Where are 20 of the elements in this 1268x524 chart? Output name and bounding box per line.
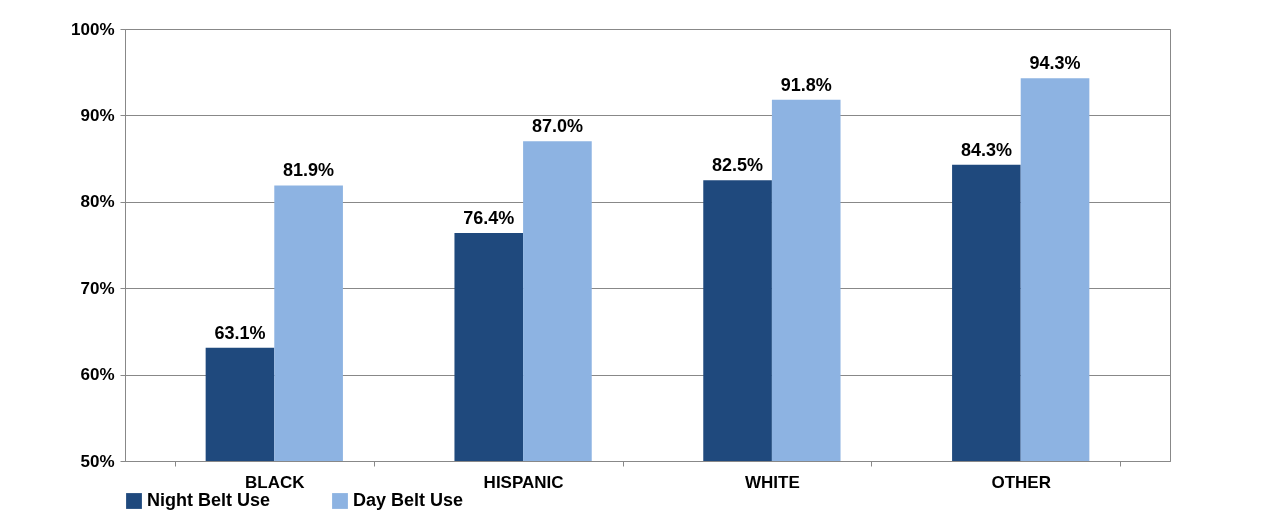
y-tick-label: 50%	[80, 451, 115, 471]
legend-label: Night Belt Use	[147, 490, 271, 510]
y-tick-label: 60%	[80, 365, 115, 385]
legend-label: Day Belt Use	[353, 490, 464, 510]
y-tick-label: 70%	[80, 278, 115, 298]
data-label: 81.9%	[283, 160, 335, 181]
data-label: 84.3%	[960, 139, 1012, 160]
x-tick-label: WHITE	[745, 472, 800, 492]
data-label: 91.8%	[780, 74, 832, 95]
y-tick-label: 100%	[71, 19, 115, 39]
data-label: 82.5%	[712, 155, 764, 176]
x-tick-label: HISPANIC	[483, 472, 564, 492]
data-label: 87.0%	[531, 116, 583, 137]
x-tick-label: BLACK	[245, 472, 306, 492]
y-tick-label: 90%	[80, 105, 115, 125]
data-label: 76.4%	[463, 207, 515, 228]
data-label: 94.3%	[1029, 53, 1081, 74]
x-tick-label: OTHER	[991, 472, 1051, 492]
y-tick-label: 80%	[80, 192, 115, 212]
data-label: 63.1%	[214, 322, 266, 343]
